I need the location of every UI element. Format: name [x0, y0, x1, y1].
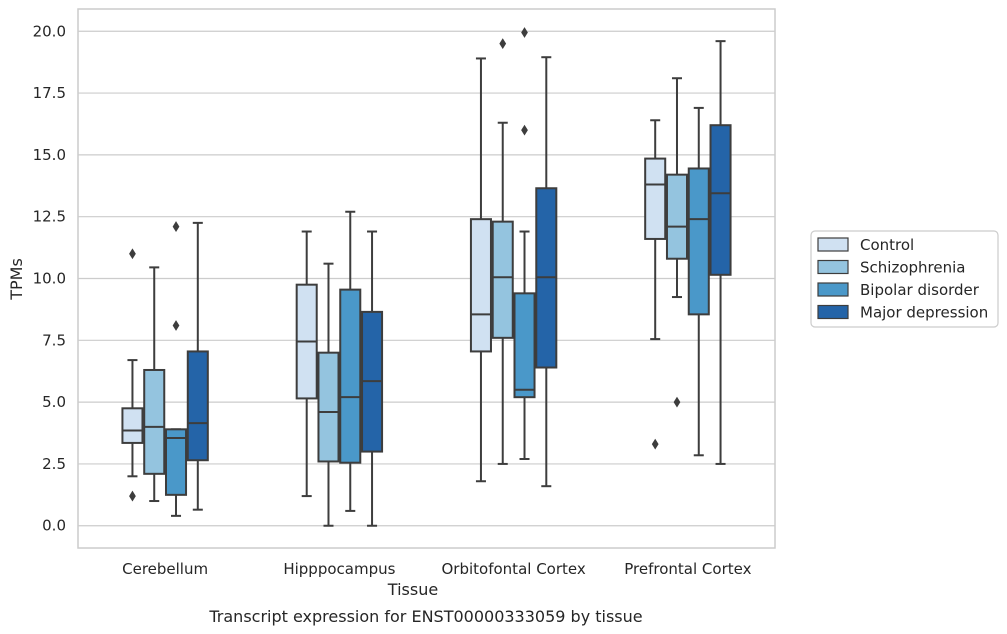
box-iqr	[186, 350, 209, 462]
box-iqr	[491, 220, 514, 339]
box-schizophrenia-2	[491, 38, 514, 465]
legend-label: Schizophrenia	[860, 259, 965, 277]
legend-label: Control	[860, 236, 914, 254]
y-tick-label: 10.0	[33, 270, 66, 288]
legend-swatch	[817, 282, 849, 297]
box-series	[121, 27, 732, 527]
box-bipolar-disorder-3	[687, 106, 710, 457]
outlier-point	[172, 221, 180, 232]
box-bipolar-disorder-0	[164, 221, 188, 517]
y-tick-label: 15.0	[33, 146, 66, 164]
chart-caption: Transcript expression for ENST0000033305…	[208, 607, 642, 626]
y-axis-label: TPMs	[7, 258, 26, 301]
x-tick-label: Prefrontal Cortex	[624, 560, 751, 578]
box-control-1	[295, 230, 318, 498]
outlier-point	[521, 124, 528, 136]
box-iqr	[143, 368, 166, 475]
x-tick-label: Cerebellum	[122, 560, 208, 578]
outlier-point	[499, 38, 507, 50]
y-tick-label: 2.5	[42, 455, 66, 473]
box-iqr	[665, 173, 689, 260]
box-schizophrenia-3	[665, 77, 689, 408]
box-schizophrenia-1	[317, 262, 340, 527]
outlier-point	[129, 248, 136, 260]
box-iqr	[644, 157, 667, 240]
box-iqr	[164, 428, 188, 496]
outlier-point	[172, 320, 180, 331]
outlier-point	[521, 27, 528, 38]
legend-label: Major depression	[860, 304, 988, 322]
box-bipolar-disorder-2	[513, 27, 536, 460]
plot-frame	[77, 8, 776, 549]
box-control-2	[469, 57, 492, 483]
legend-swatch	[817, 259, 849, 275]
y-tick-label: 20.0	[33, 22, 66, 40]
y-axis-ticks: 0.0 2.5 5.0 7.5 10.0 12.5 15.0 17.5 20.0	[33, 22, 66, 534]
box-control-3	[644, 119, 667, 450]
legend-frame	[810, 230, 999, 328]
box-major-depression-1	[361, 230, 384, 527]
box-major-depression-0	[186, 221, 209, 511]
y-tick-label: 5.0	[42, 393, 66, 411]
outlier-point	[673, 396, 681, 408]
box-iqr	[121, 407, 144, 444]
x-axis-label: Tissue	[387, 580, 438, 599]
box-iqr	[513, 292, 536, 399]
outlier-point	[129, 490, 136, 502]
y-tick-label: 12.5	[33, 208, 66, 226]
box-major-depression-3	[709, 40, 732, 465]
y-tick-label: 17.5	[33, 84, 66, 102]
box-bipolar-disorder-1	[339, 210, 362, 512]
x-tick-label: Orbitofontal Cortex	[442, 560, 586, 578]
x-tick-label: Hipppocampus	[283, 560, 395, 578]
box-schizophrenia-0	[143, 266, 166, 503]
legend-label: Bipolar disorder	[860, 281, 980, 299]
legend-swatch	[817, 304, 849, 320]
legend: Control Schizophrenia Bipolar disorder Majo…	[810, 230, 999, 328]
box-iqr	[339, 288, 362, 464]
box-iqr	[469, 218, 492, 353]
y-tick-label: 7.5	[42, 331, 66, 349]
box-control-0	[121, 248, 144, 502]
box-iqr	[709, 124, 732, 276]
outlier-point	[651, 438, 659, 450]
box-iqr	[317, 351, 340, 463]
x-axis-ticks: Cerebellum Hipppocampus Orbitofontal Corte…	[122, 560, 751, 578]
box-iqr	[687, 167, 710, 316]
y-tick-label: 0.0	[42, 517, 66, 535]
box-major-depression-2	[535, 56, 558, 488]
legend-swatch	[817, 237, 849, 252]
